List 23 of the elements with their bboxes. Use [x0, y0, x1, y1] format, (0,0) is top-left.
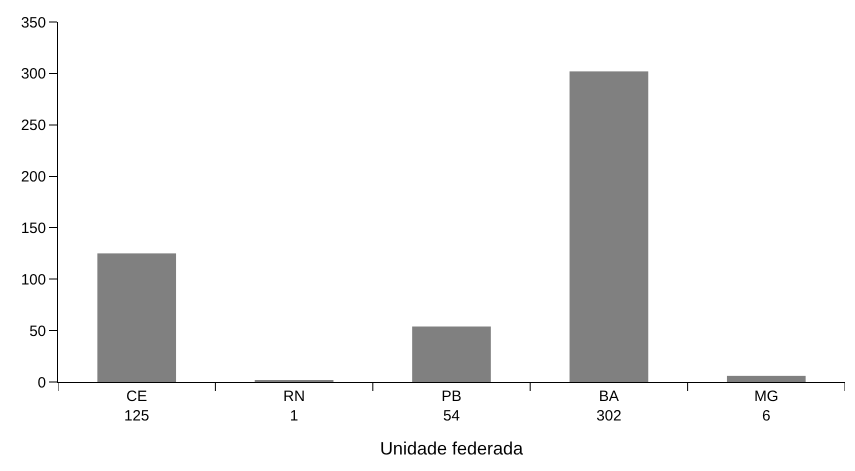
bar — [570, 71, 648, 382]
y-tick-label: 350 — [20, 14, 46, 32]
data-label: 54 — [443, 408, 460, 424]
y-tick-label: 0 — [38, 374, 46, 392]
x-tick-label: RN — [283, 388, 305, 405]
x-tick-label: BA — [598, 388, 619, 405]
y-tick-label: 150 — [20, 220, 46, 237]
x-axis-title: Unidade federada — [380, 438, 524, 459]
bar — [726, 376, 806, 382]
data-label: 302 — [596, 408, 622, 424]
y-tick-label: 200 — [20, 168, 46, 186]
data-label: 1 — [290, 408, 298, 424]
bar — [412, 326, 491, 382]
data-label: 125 — [124, 408, 150, 424]
data-label: 6 — [762, 408, 770, 424]
x-tick-label: CE — [126, 388, 148, 405]
x-tick-label: MG — [754, 388, 778, 405]
y-tick-label: 250 — [20, 117, 46, 134]
y-tick-label: 100 — [20, 271, 46, 288]
y-tick-label: 50 — [29, 322, 46, 340]
x-tick-label: PB — [441, 388, 462, 405]
bar — [97, 253, 176, 382]
y-tick-label: 300 — [20, 66, 46, 83]
